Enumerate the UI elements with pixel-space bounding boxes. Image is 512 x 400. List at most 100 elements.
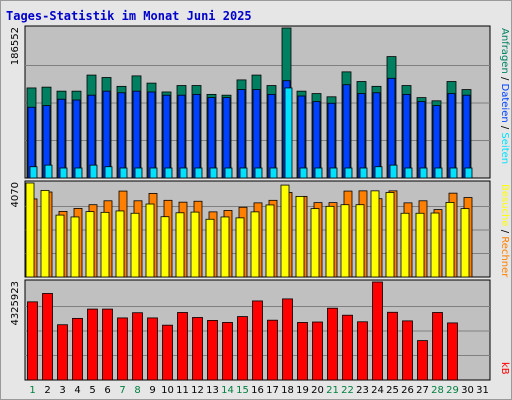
bar-dateien-day-10 [162,94,171,179]
bar-dateien-day-14 [222,97,231,179]
bar-kb-day-20 [312,321,323,381]
bar-seiten-day-5 [89,164,98,179]
x-tick-label: 7 [119,385,125,396]
bar-seiten-day-28 [434,167,443,179]
bar-dateien-day-4 [72,99,81,179]
x-tick-label: 20 [311,385,324,396]
x-tick-label: 31 [476,385,489,396]
bar-seiten-day-15 [239,167,248,179]
x-tick-label: 25 [386,385,399,396]
legend-top: Anfragen / Dateien / Seiten [499,28,510,164]
bar-seiten-day-10 [164,167,173,179]
bar-seiten-day-2 [44,164,53,179]
bar-dateien-day-19 [297,95,306,179]
bar-seiten-day-8 [134,167,143,179]
bar-seiten-day-26 [404,167,413,179]
bar-seiten-day-19 [299,167,308,179]
x-tick-label: 26 [401,385,414,396]
bar-dateien-day-26 [402,93,411,179]
bar-kb-day-21 [327,307,338,381]
bar-besuche-day-14 [220,216,230,278]
bar-seiten-day-9 [149,167,158,179]
x-tick-label: 21 [326,385,339,396]
bar-besuche-day-3 [55,214,65,278]
bar-besuche-day-22 [340,204,350,278]
bar-seiten-day-6 [104,166,113,179]
bar-seiten-day-16 [254,167,263,179]
bar-kb-day-24 [372,281,383,381]
bar-besuche-day-7 [115,210,125,278]
bar-dateien-day-9 [147,91,156,179]
legend-entry: Seiten [499,132,510,164]
bar-seiten-day-1 [29,166,38,179]
x-tick-label: 13 [206,385,219,396]
bar-kb-day-10 [162,324,173,381]
bar-besuche-day-24 [370,190,380,278]
bar-kb-day-26 [402,320,413,381]
bar-dateien-day-16 [252,89,261,179]
x-tick-label: 6 [104,385,110,396]
legend-entry: Dateien [499,84,510,123]
bar-seiten-day-11 [179,167,188,179]
bar-kb-day-3 [57,324,68,381]
x-tick-label: 10 [161,385,174,396]
bar-seiten-day-30 [464,167,473,179]
bar-kb-day-29 [447,322,458,381]
legend-entry: / [499,227,510,237]
bar-besuche-day-25 [385,192,395,278]
bar-dateien-day-30 [462,94,471,179]
bar-besuche-day-20 [310,208,320,278]
bar-dateien-day-12 [192,93,201,179]
x-tick-label: 8 [134,385,140,396]
bar-besuche-day-26 [400,212,410,278]
bar-seiten-day-12 [194,167,203,179]
legend-entry: Anfragen [499,28,510,74]
bar-besuche-day-8 [130,212,140,278]
x-tick-label: 3 [59,385,65,396]
bar-besuche-day-29 [445,202,455,278]
legend-entry: / [499,74,510,84]
bar-dateien-day-23 [357,93,366,179]
bar-besuche-day-1 [25,182,35,278]
bar-kb-day-15 [237,316,248,381]
chart-title: Tages-Statistik im Monat Juni 2025 [6,9,252,23]
bar-kb-day-4 [72,317,83,381]
bar-kb-day-1 [27,301,38,381]
bar-besuche-day-4 [70,216,80,278]
y-max-label-top: 186552 [10,27,21,65]
legend-middle: Besuche / Rechner [499,184,510,278]
bar-kb-day-19 [297,322,308,381]
bar-besuche-day-30 [460,208,470,278]
bar-besuche-day-9 [145,203,155,278]
bar-dateien-day-6 [102,90,111,179]
bar-besuche-day-18 [280,184,290,278]
legend-entry: Rechner [499,236,510,278]
x-tick-label: 11 [176,385,189,396]
bar-dateien-day-15 [237,89,246,179]
bar-dateien-day-25 [387,77,396,179]
bar-kb-day-6 [102,308,113,381]
bar-kb-day-9 [147,317,158,381]
bar-besuche-day-10 [160,216,170,278]
bar-seiten-day-18 [284,87,293,179]
bar-kb-day-13 [207,320,218,381]
y-max-label-middle: 4070 [10,182,21,207]
bar-dateien-day-13 [207,97,216,179]
bar-seiten-day-4 [74,167,83,179]
bar-dateien-day-17 [267,93,276,179]
bar-kb-day-8 [132,312,143,381]
x-tick-label: 4 [74,385,80,396]
legend-entry: Besuche [499,184,510,227]
x-tick-label: 18 [281,385,294,396]
bar-besuche-day-12 [190,211,200,278]
x-tick-label: 14 [221,385,234,396]
bar-dateien-day-3 [57,98,66,179]
bar-dateien-day-28 [432,105,441,179]
bar-seiten-day-27 [419,167,428,179]
legend-entry: kB [499,362,510,375]
bar-seiten-day-21 [329,167,338,179]
x-tick-label: 23 [356,385,369,396]
bar-besuche-day-2 [40,189,50,278]
bar-dateien-day-20 [312,101,321,179]
